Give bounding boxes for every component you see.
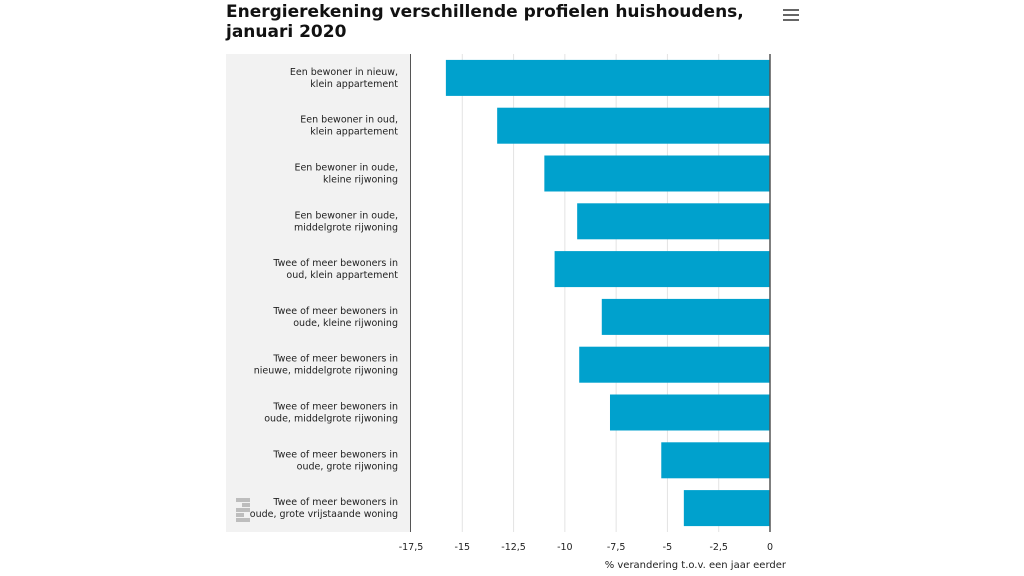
x-tick-labels: -17,5 -15 -12,5 -10 -7,5 -5 -2,5 0 [399, 542, 773, 553]
category-label: Twee of meer bewoners in oude, kleine rij… [272, 306, 398, 329]
category-label: Twee of meer bewoners in oud, klein appar… [272, 258, 398, 281]
bar[interactable] [601, 298, 770, 335]
category-label: Twee of meer bewoners in oude, grote vrij… [250, 497, 398, 520]
chart-title: Energierekening verschillende profielen … [226, 2, 744, 42]
chart-menu-button[interactable] [781, 6, 801, 24]
x-tick-label: -5 [663, 542, 672, 553]
bar[interactable] [683, 490, 770, 527]
bar[interactable] [609, 394, 770, 431]
x-tick-label: -17,5 [399, 542, 424, 553]
category-label: Een bewoner in oude, middelgrote rijwonin… [294, 210, 398, 233]
bar[interactable] [579, 346, 770, 383]
category-label: Twee of meer bewoners in nieuwe, middelgr… [254, 354, 398, 377]
x-tick-label: 0 [767, 542, 773, 553]
x-axis-title: % verandering t.o.v. een jaar eerder [605, 560, 787, 571]
category-label: Een bewoner in nieuw, klein appartement [290, 67, 398, 90]
category-label: Een bewoner in oude, kleine rijwoning [294, 163, 398, 186]
category-labels: Een bewoner in nieuw, klein appartement Ee… [250, 67, 398, 520]
x-tick-label: -7,5 [607, 542, 626, 553]
bar[interactable] [497, 107, 770, 144]
x-tick-label: -10 [557, 542, 573, 553]
x-tick-label: -2,5 [709, 542, 728, 553]
category-label: Een bewoner in oud, klein appartement [300, 115, 398, 138]
bar[interactable] [577, 203, 770, 240]
category-label-panel [226, 54, 410, 532]
bar[interactable] [445, 59, 770, 96]
hamburger-menu-icon [783, 9, 799, 11]
category-label: Twee of meer bewoners in oude, middelgrot… [264, 402, 398, 425]
bar[interactable] [544, 155, 770, 192]
bars [445, 59, 770, 527]
category-label: Twee of meer bewoners in oude, grote rijw… [272, 449, 398, 472]
x-tick-label: -15 [455, 542, 471, 553]
cbs-logo-icon [236, 498, 250, 522]
x-tick-label: -12,5 [501, 542, 526, 553]
bar[interactable] [661, 442, 770, 479]
bar[interactable] [554, 251, 770, 288]
